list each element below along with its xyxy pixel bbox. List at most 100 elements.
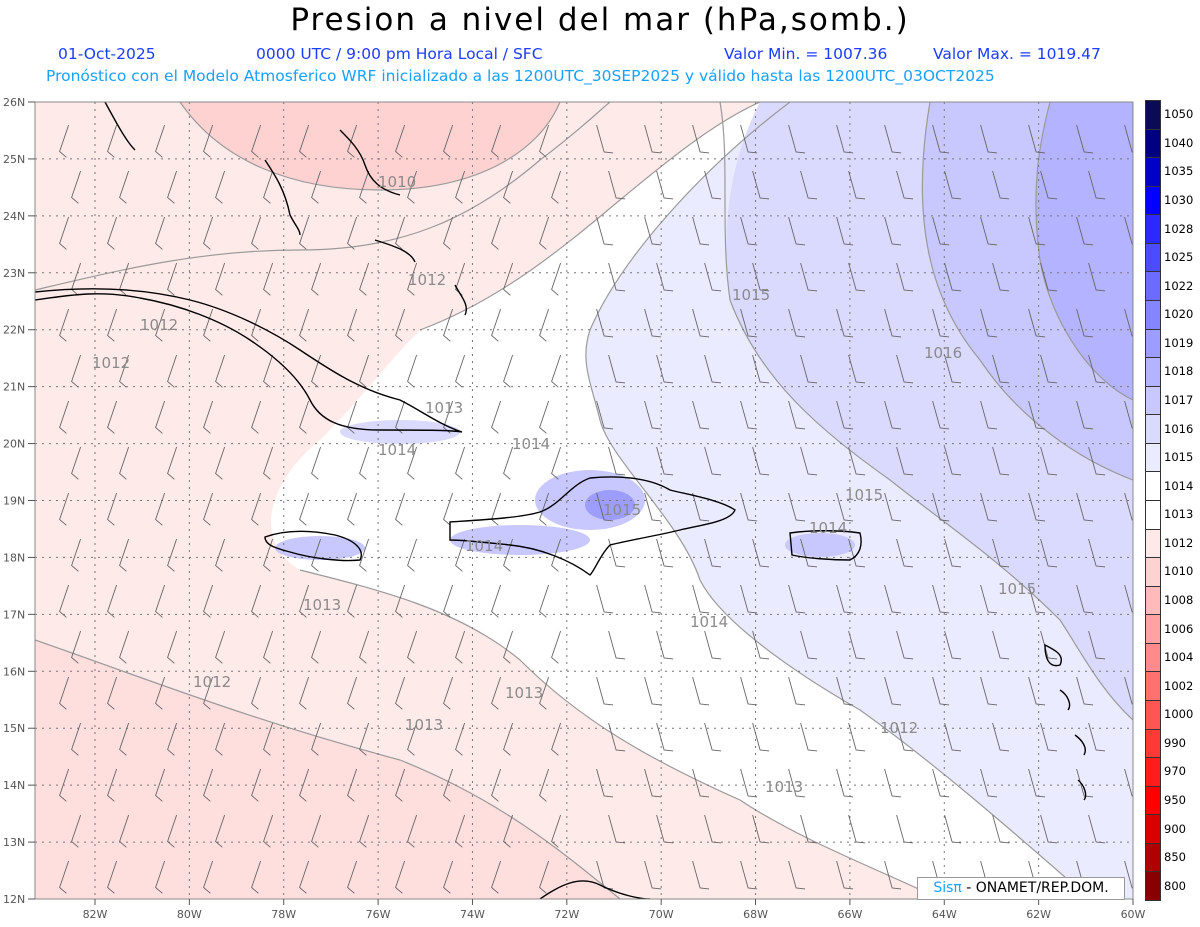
wind-barb	[59, 768, 70, 802]
colorbar-label: 1019	[1164, 335, 1194, 350]
colorbar-swatch	[1145, 271, 1161, 301]
colorbar-swatch	[1145, 300, 1161, 330]
wind-barb	[395, 308, 406, 342]
wind-barb	[203, 124, 214, 158]
colorbar-label: 1000	[1164, 707, 1194, 722]
wind-barb	[800, 354, 818, 384]
wind-barb	[932, 124, 950, 154]
wind-barb	[788, 492, 806, 522]
wind-barb	[311, 446, 322, 480]
wind-barb	[491, 216, 502, 250]
colorbar-label: 1040	[1164, 135, 1194, 150]
wind-barb	[596, 124, 614, 154]
wind-barb	[311, 170, 322, 204]
wind-barb	[656, 446, 674, 476]
wind-barb	[896, 538, 914, 568]
colorbar-label: 1030	[1164, 193, 1194, 207]
colorbar-label: 1010	[1164, 564, 1194, 579]
wind-barb	[359, 354, 370, 388]
colorbar-swatch	[1145, 214, 1161, 244]
colorbar-label: 1035	[1164, 164, 1194, 179]
wind-barb	[167, 354, 178, 388]
wind-barb	[407, 722, 418, 756]
latitude-label: 12N	[3, 893, 25, 906]
wind-barb	[692, 676, 710, 706]
colorbar-swatch	[1145, 100, 1161, 130]
wind-barb	[263, 262, 274, 296]
wind-barb	[167, 630, 178, 664]
wind-barb	[71, 814, 82, 848]
wind-barb	[299, 492, 310, 526]
wind-barb	[491, 400, 502, 434]
wind-barb	[884, 308, 902, 338]
wind-barb	[992, 354, 1010, 384]
wind-barb	[71, 722, 82, 756]
wind-barb	[203, 860, 214, 894]
colorbar-swatch	[1145, 357, 1161, 387]
colorbar-label: 1020	[1164, 307, 1194, 322]
wind-barb	[608, 354, 626, 384]
wind-barb	[71, 630, 82, 664]
wind-barb	[704, 446, 722, 476]
wind-barb	[788, 584, 806, 614]
colorbar-swatch	[1145, 528, 1161, 559]
wind-barb	[251, 124, 262, 158]
wind-barb	[896, 446, 914, 476]
colorbar-label: 1013	[1164, 507, 1194, 522]
wind-barb	[992, 170, 1010, 200]
wind-barb	[788, 216, 806, 246]
contour-label: 1014	[512, 435, 550, 453]
wind-barb	[551, 722, 562, 756]
wind-barb	[1088, 170, 1106, 200]
wind-barb	[347, 216, 358, 250]
wind-barb	[203, 216, 214, 250]
contour-label: 1012	[880, 719, 918, 737]
wind-barb	[752, 262, 770, 292]
wind-barb	[539, 216, 550, 250]
latitude-label: 20N	[3, 438, 25, 451]
wind-barb	[539, 676, 550, 710]
wind-barb	[215, 538, 226, 572]
wind-barb	[155, 216, 166, 250]
colorbar-swatch	[1145, 328, 1161, 359]
wind-barb	[836, 768, 854, 798]
wind-barb	[359, 170, 370, 204]
contour-label: 1012	[408, 271, 446, 289]
wind-barb	[407, 446, 418, 480]
wind-barb	[740, 492, 758, 522]
wind-barb	[215, 262, 226, 296]
wind-barb	[1088, 538, 1106, 568]
wind-barb	[167, 170, 178, 204]
wind-barb	[491, 768, 502, 802]
wind-barb	[704, 262, 722, 292]
wind-barb	[299, 216, 310, 250]
colorbar-label: 1025	[1164, 250, 1194, 265]
colorbar-swatch	[1145, 785, 1161, 816]
contour-label: 1016	[924, 344, 962, 362]
contour-label: 1015	[603, 501, 641, 519]
wind-barb	[59, 492, 70, 526]
wind-barb	[836, 584, 854, 614]
wind-barb	[407, 630, 418, 664]
wind-barb	[692, 768, 710, 798]
wind-barb	[992, 262, 1010, 292]
wind-barb	[455, 722, 466, 756]
colorbar-label: 1002	[1164, 678, 1194, 693]
wind-barb	[347, 124, 358, 158]
wind-barb	[443, 768, 454, 802]
wind-barb	[1088, 446, 1106, 476]
colorbar-label: 1018	[1164, 364, 1194, 379]
wind-barb	[1076, 216, 1094, 246]
wind-barb	[992, 538, 1010, 568]
wind-barb	[119, 814, 130, 848]
wind-barb	[884, 400, 902, 430]
wind-barb	[107, 676, 118, 710]
wind-barb	[788, 308, 806, 338]
wind-barb	[71, 538, 82, 572]
wind-barb	[740, 860, 758, 890]
wind-barb	[59, 584, 70, 618]
wind-barb	[1040, 722, 1058, 752]
pressure-fields	[35, 102, 1133, 899]
wind-barb	[503, 722, 514, 756]
